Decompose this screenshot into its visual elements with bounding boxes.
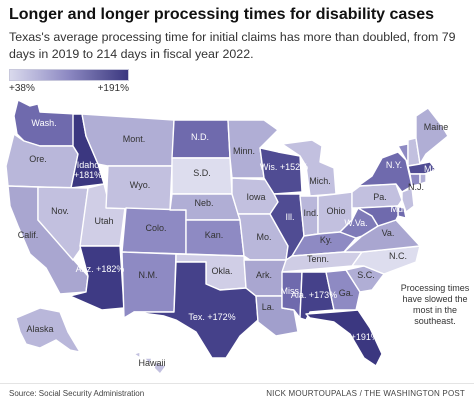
footer-divider	[0, 383, 474, 384]
state-label-mt: Mont.	[123, 134, 146, 144]
state-label-ca: Calif.	[18, 230, 39, 240]
state-wisconsin[interactable]	[259, 147, 303, 195]
state-label-la: La.	[262, 302, 275, 312]
state-label-ny: N.Y.	[386, 160, 402, 170]
state-rhode-island[interactable]	[419, 173, 427, 185]
chart-subtitle: Texas's average processing time for init…	[9, 30, 456, 61]
state-label-nv: Nov.	[51, 206, 69, 216]
state-label-hi: Hawaii	[138, 358, 165, 368]
state-label-ky: Ky.	[320, 235, 332, 245]
state-nevada[interactable]	[37, 186, 89, 261]
state-label-ak: Alaska	[26, 324, 53, 334]
state-label-il: Ill.	[286, 212, 295, 222]
byline-credit: NICK MOURTOUPALAS / THE WASHINGTON POST	[266, 389, 465, 398]
source-credit: Source: Social Security Administration	[9, 389, 145, 398]
state-label-wy: Wyo.	[130, 180, 150, 190]
state-label-fl: Fla. +191%	[333, 332, 379, 342]
state-label-ks: Kan.	[205, 230, 224, 240]
state-label-nd: N.D.	[191, 132, 209, 142]
state-mississippi[interactable]	[281, 271, 303, 319]
state-label-ar: Ark.	[256, 270, 272, 280]
state-florida[interactable]	[305, 309, 383, 367]
state-label-oh: Ohio	[326, 206, 345, 216]
state-label-co: Colo.	[145, 223, 166, 233]
state-hawaii[interactable]	[133, 351, 167, 375]
state-label-al: Ala. +173%	[291, 290, 337, 300]
state-maine[interactable]	[415, 107, 449, 165]
state-labels: Wash. Ore. Calif. Idaho +181% Nov. Utah Ariz. +…	[18, 118, 449, 368]
state-label-sc: S.C.	[357, 270, 375, 280]
state-arizona[interactable]	[69, 245, 125, 311]
state-label-ne: Neb.	[194, 198, 213, 208]
state-new-mexico[interactable]	[121, 251, 177, 319]
state-label-pa: Pa.	[373, 192, 387, 202]
legend-min-label: +38%	[9, 83, 35, 94]
state-label-tn: Tenn.	[307, 254, 329, 264]
state-label-mo: Mo.	[256, 232, 271, 242]
state-new-jersey[interactable]	[401, 187, 415, 213]
state-label-ok: Okla.	[211, 266, 232, 276]
state-label-az: Ariz. +182%	[76, 264, 125, 274]
chart-title: Longer and longer processing times for d…	[9, 6, 434, 23]
state-label-mn: Minn.	[233, 146, 255, 156]
state-label-wv: W.Va.	[344, 218, 367, 228]
state-georgia[interactable]	[325, 269, 361, 311]
state-label-nm: N.M.	[139, 270, 158, 280]
us-choropleth-map: Wash. Ore. Calif. Idaho +181% Nov. Utah Ariz. +…	[5, 99, 449, 375]
state-label-or: Ore.	[29, 154, 47, 164]
state-label-tx: Tex. +172%	[188, 312, 235, 322]
legend-gradient-bar	[9, 69, 129, 81]
state-label-ga: Ga.	[339, 288, 354, 298]
state-label-sd: S.D.	[193, 168, 211, 178]
state-label-wi: Wis. +152%	[260, 162, 308, 172]
legend-max-label: +191%	[97, 83, 129, 94]
state-label-ut: Utah	[94, 216, 113, 226]
state-label-me: Maine	[424, 122, 449, 132]
state-maryland[interactable]	[357, 205, 399, 227]
state-label-md: Md.	[390, 204, 405, 214]
state-label-id: Idaho +181%	[74, 160, 102, 180]
state-label-ia: Iowa	[246, 192, 265, 202]
state-michigan[interactable]	[281, 139, 337, 197]
state-label-in: Ind.	[303, 208, 318, 218]
state-texas[interactable]	[133, 261, 259, 359]
state-label-nc: N.C.	[389, 251, 407, 261]
southeast-annotation: Processing times have slowed the most in…	[400, 283, 470, 326]
color-legend: +38% +191%	[9, 69, 129, 94]
state-label-nj: N.J.	[408, 182, 424, 192]
state-alaska[interactable]	[15, 307, 81, 353]
state-label-wa: Wash.	[31, 118, 56, 128]
state-label-ms: Miss.	[281, 286, 302, 296]
state-label-ma: Mass.	[424, 164, 448, 174]
state-label-va: Va.	[382, 228, 395, 238]
state-label-mi: Mich.	[309, 176, 331, 186]
